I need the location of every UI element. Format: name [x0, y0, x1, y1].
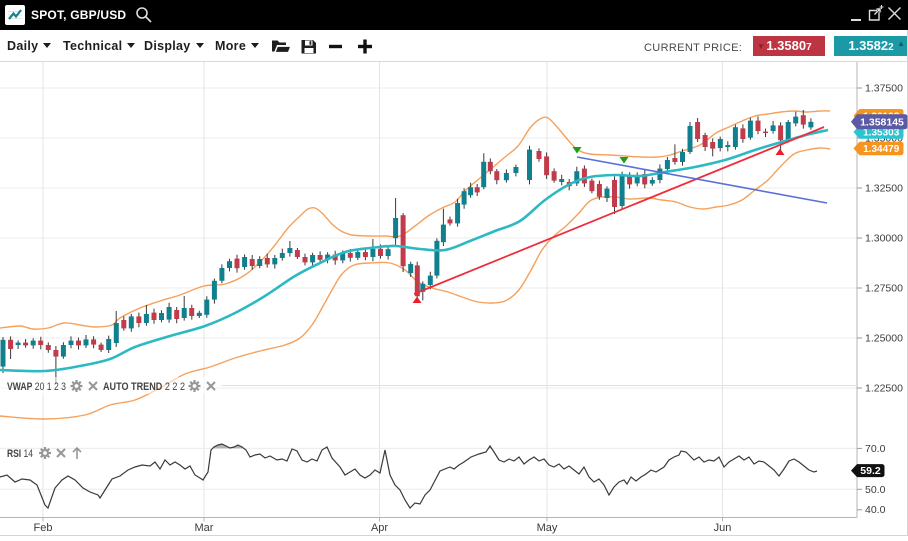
- svg-text:1.30000: 1.30000: [865, 233, 903, 245]
- svg-text:40.0: 40.0: [865, 504, 886, 516]
- svg-text:Feb: Feb: [34, 522, 53, 534]
- svg-text:1.358145: 1.358145: [860, 116, 904, 128]
- svg-text:1.37500: 1.37500: [865, 83, 903, 95]
- svg-text:RSI 14: RSI 14: [7, 448, 33, 460]
- svg-text:50.0: 50.0: [865, 484, 886, 496]
- svg-text:1.34479: 1.34479: [863, 144, 900, 155]
- svg-text:1.35303: 1.35303: [863, 128, 900, 139]
- svg-text:59.2: 59.2: [860, 465, 881, 477]
- svg-text:AUTO TREND 2 2 2: AUTO TREND 2 2 2: [103, 381, 185, 393]
- svg-text:May: May: [537, 522, 558, 534]
- svg-text:1.32500: 1.32500: [865, 183, 903, 195]
- svg-text:Apr: Apr: [371, 522, 388, 534]
- svg-text:1.22500: 1.22500: [865, 383, 903, 395]
- svg-text:70.0: 70.0: [865, 443, 886, 455]
- svg-text:Jun: Jun: [714, 522, 732, 534]
- svg-text:1.27500: 1.27500: [865, 283, 903, 295]
- svg-text:Mar: Mar: [195, 522, 214, 534]
- svg-text:1.25000: 1.25000: [865, 333, 903, 345]
- svg-text:VWAP 20 1 2 3: VWAP 20 1 2 3: [7, 381, 66, 393]
